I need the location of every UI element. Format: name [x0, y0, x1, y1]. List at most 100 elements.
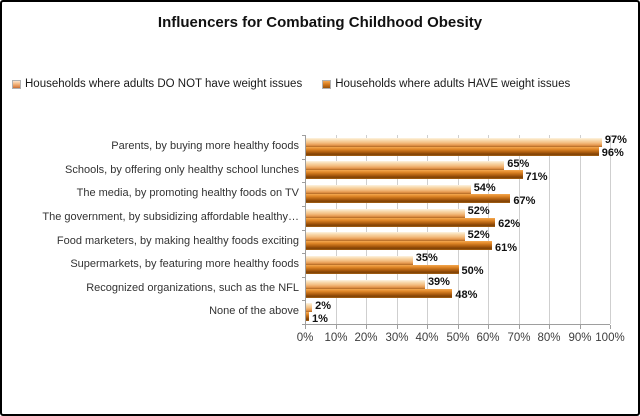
bar-light: [306, 232, 465, 242]
bar-pair-row: 54% 67%: [306, 182, 535, 207]
bar-dark: [306, 146, 599, 156]
bar-line: 1%: [306, 312, 331, 325]
bar-value-label: 67%: [513, 194, 536, 207]
x-tick-label: 50%: [446, 332, 470, 344]
x-tick-label: 60%: [476, 332, 500, 344]
bar-value-label: 52%: [467, 228, 490, 241]
bar-dark: [306, 194, 511, 204]
category-axis-labels: Parents, by buying more healthy foods Sch…: [2, 135, 299, 324]
bar-dark: [306, 288, 453, 298]
bar-value-label: 62%: [498, 218, 521, 231]
bar-line: 54%: [306, 182, 535, 195]
y-axis-tick: [302, 158, 305, 160]
x-tick-label: 40%: [415, 332, 439, 344]
y-axis-tick: [302, 300, 305, 302]
category-label: Parents, by buying more healthy foods: [111, 140, 299, 152]
bar-pair-row: 65% 71%: [306, 158, 548, 183]
bar-line: 2%: [306, 299, 331, 313]
gridline: [397, 135, 398, 324]
bar-pair-row: 35% 50%: [306, 252, 484, 278]
bar-value-label: 1%: [312, 312, 328, 325]
legend: Households where adults DO NOT have weig…: [12, 78, 570, 90]
y-axis-tick: [302, 276, 305, 278]
category-axis-line: [305, 135, 306, 324]
gridline: [366, 135, 367, 324]
legend-swatch-dark-icon: [322, 79, 332, 89]
bar-value-label: 48%: [455, 289, 478, 302]
y-axis-tick: [302, 205, 305, 207]
category-label: The government, by subsidizing affordabl…: [42, 210, 299, 223]
bar-dark: [306, 241, 493, 251]
y-axis-tick: [302, 182, 305, 184]
bar-dark: [306, 170, 523, 180]
bar-light: [306, 137, 602, 147]
bar-light: [306, 303, 313, 313]
bar-light: [306, 208, 465, 218]
bar-value-label: 97%: [604, 134, 627, 147]
x-tick-label: 70%: [507, 332, 531, 344]
bar-line: 65%: [306, 158, 548, 171]
gridline: [458, 135, 459, 324]
legend-item-do-not-weight-issues: Households where adults DO NOT have weig…: [12, 78, 302, 90]
x-axis-tick: [519, 325, 520, 329]
bar-line: 62%: [306, 217, 521, 231]
bar-pair-row: 52% 62%: [306, 205, 521, 231]
bar-value-label: 52%: [467, 205, 490, 218]
bar-pair-row: 97% 96%: [306, 134, 627, 160]
bar-light: [306, 255, 413, 265]
category-label: Food marketers, by making healthy foods …: [56, 234, 299, 247]
bar-value-label: 71%: [525, 170, 548, 183]
gridline: [427, 135, 428, 324]
bar-light: [306, 279, 425, 289]
category-label: The media, by promoting healthy foods on…: [76, 187, 299, 200]
bar-value-label: 39%: [427, 276, 450, 289]
bar-line: 97%: [306, 134, 627, 147]
bar-value-label: 96%: [601, 147, 624, 160]
y-axis-tick: [302, 253, 305, 255]
gridline: [519, 135, 520, 324]
x-axis-tick: [397, 325, 398, 329]
x-axis-tick: [366, 325, 367, 329]
x-axis-tick: [305, 325, 306, 329]
x-tick-label: 30%: [385, 332, 409, 344]
category-label: None of the above: [209, 305, 299, 318]
y-axis-tick: [302, 135, 305, 136]
x-axis-tick: [580, 325, 581, 329]
bar-value-label: 50%: [461, 265, 484, 278]
bar-dark: [306, 217, 496, 227]
legend-label: Households where adults HAVE weight issu…: [335, 78, 571, 90]
gridline: [488, 135, 489, 324]
bar-light: [306, 185, 471, 195]
bar-line: 39%: [306, 276, 477, 289]
gridline: [336, 135, 337, 324]
x-tick-label: 10%: [324, 332, 348, 344]
value-axis-line: [305, 324, 610, 325]
bar-pair-row: 52% 61%: [306, 228, 517, 254]
bar-line: 48%: [306, 288, 478, 302]
legend-swatch-light-icon: [12, 79, 21, 89]
category-label: Schools, by offering only healthy school…: [65, 163, 299, 176]
bar-line: 71%: [306, 170, 548, 183]
y-axis-tick: [302, 324, 305, 325]
bar-line: 35%: [306, 252, 484, 265]
bar-line: 61%: [306, 241, 517, 254]
bar-light: [306, 161, 505, 171]
legend-item-have-weight-issues: Households where adults HAVE weight issu…: [322, 78, 570, 90]
bar-dark: [306, 264, 459, 274]
gridline: [549, 135, 550, 324]
x-axis-tick: [488, 325, 489, 329]
x-tick-label: 80%: [537, 332, 561, 344]
bar-pair-row: 2% 1%: [306, 299, 331, 325]
bar-value-label: 2%: [315, 299, 331, 312]
x-tick-label: 0%: [296, 332, 314, 344]
x-tick-label: 100%: [595, 332, 625, 344]
bar-value-label: 61%: [495, 241, 518, 254]
x-axis-tick: [549, 325, 550, 329]
gridline: [610, 135, 611, 324]
bar-line: 50%: [306, 264, 484, 278]
value-axis-labels: 0% 10% 20% 30% 40% 50% 60% 70% 80% 90% 100%: [297, 332, 625, 348]
gridline: [580, 135, 581, 324]
y-axis-tick: [302, 229, 305, 231]
bar-line: 52%: [306, 205, 520, 218]
